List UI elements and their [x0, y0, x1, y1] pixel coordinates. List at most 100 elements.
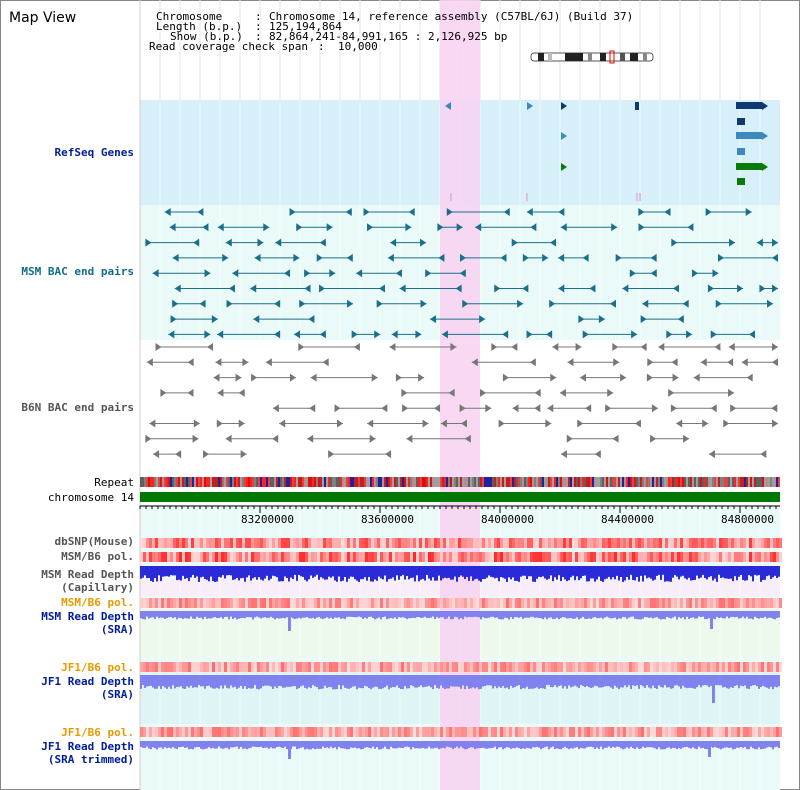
jf1-sra-depth-bar — [734, 675, 736, 687]
track-label-msm-bac[interactable]: MSM BAC end pairs — [21, 265, 134, 278]
jf1-b6-pol-strip-2 — [410, 727, 413, 737]
jf1-b6-pol-strip — [266, 662, 269, 672]
msm-sra-depth-bar — [316, 611, 318, 618]
track-label-dbsnp[interactable]: dbSNP(Mouse) — [54, 535, 134, 548]
track-label-msm-read-depth-sra[interactable]: MSM Read Depth — [41, 610, 134, 623]
track-label-jf1-b6-pol-2[interactable]: JF1/B6 pol. — [61, 726, 134, 739]
jf1-trim-depth-bar — [630, 741, 632, 747]
msm-b6-pol-strip-2 — [302, 598, 305, 608]
jf1-trim-depth-bar — [148, 741, 150, 749]
msm-bac-pair-end — [715, 299, 722, 308]
msm-bac-pair-end — [772, 284, 778, 293]
jf1-sra-depth-bar — [742, 675, 744, 687]
dbsnp-strip — [758, 538, 761, 548]
dbsnp-strip — [755, 538, 758, 548]
track-label-b6n-bac[interactable]: B6N BAC end pairs — [21, 401, 134, 414]
track-label-jf1-b6-pol[interactable]: JF1/B6 pol. — [61, 661, 134, 674]
msm-sra-depth-bar — [196, 611, 198, 617]
jf1-trim-depth-bar — [572, 741, 574, 749]
msm-b6-pol-strip — [521, 552, 524, 562]
jf1-b6-pol-strip — [386, 662, 389, 672]
dbsnp-strip — [302, 538, 305, 548]
dbsnp-strip — [458, 538, 461, 548]
msm-sra-depth-bar — [334, 611, 336, 618]
repeat-segment — [234, 477, 236, 487]
msm-cap-depth-bar — [228, 566, 230, 576]
track-label-msm-b6-pol[interactable]: MSM/B6 pol. — [61, 550, 134, 563]
jf1-trim-depth-bar — [508, 741, 510, 748]
msm-cap-depth-bar — [296, 566, 298, 581]
track-label-chromosome[interactable]: chromosome 14 — [47, 491, 134, 504]
jf1-b6-pol-strip — [584, 662, 587, 672]
msm-bac-pair-end — [308, 315, 315, 324]
msm-cap-depth-bar — [266, 566, 268, 576]
msm-sra-depth-bar — [214, 611, 216, 618]
b6n-bac-pair-end — [746, 373, 753, 382]
repeat-segment — [174, 477, 176, 487]
jf1-b6-pol-strip-2 — [329, 727, 332, 737]
b6n-bac-pair-end — [670, 404, 677, 413]
repeat-segment — [166, 477, 168, 487]
jf1-trim-depth-bar — [174, 741, 176, 749]
jf1-trim-depth-bar — [218, 741, 220, 747]
jf1-b6-pol-strip — [476, 662, 479, 672]
msm-bac-pair-end — [169, 223, 176, 232]
jf1-trim-depth-bar — [718, 741, 720, 749]
jf1-trim-depth-bar — [296, 741, 298, 750]
dbsnp-strip — [767, 538, 770, 548]
track-label-refseq[interactable]: RefSeq Genes — [54, 146, 134, 159]
msm-bac-pair-end — [459, 269, 466, 278]
msm-sra-depth-bar — [488, 611, 490, 618]
track-label-msm-b6-pol-2[interactable]: MSM/B6 pol. — [61, 596, 134, 609]
repeat-segment — [202, 477, 204, 487]
msm-cap-depth-bar — [486, 566, 488, 578]
repeat-segment — [218, 477, 220, 487]
b6n-bac-pair-end — [491, 343, 498, 351]
repeat-segment — [682, 477, 684, 487]
jf1-b6-pol-strip-2 — [407, 727, 410, 737]
track-label-jf1-read-depth-sra[interactable]: JF1 Read Depth — [41, 675, 134, 688]
msm-cap-depth-bar — [636, 566, 638, 578]
dbsnp-strip — [227, 538, 230, 548]
msm-b6-pol-strip — [176, 552, 179, 562]
msm-cap-depth-bar — [612, 566, 614, 578]
jf1-trim-depth-bar — [672, 741, 674, 748]
msm-cap-depth-bar — [218, 566, 220, 577]
msm-sra-depth-bar — [762, 611, 764, 619]
dbsnp-strip — [206, 538, 209, 548]
msm-bac-pair-end — [254, 253, 261, 262]
jf1-b6-pol-strip-2 — [488, 727, 491, 737]
jf1-sra-depth-bar — [632, 675, 634, 686]
track-label-jf1-read-depth-trim[interactable]: JF1 Read Depth — [41, 740, 134, 753]
jf1-b6-pol-strip-2 — [200, 727, 203, 737]
msm-bac-pair-end — [363, 208, 370, 216]
jf1-trim-depth-bar — [142, 741, 144, 748]
msm-cap-depth-bar — [326, 566, 328, 580]
repeat-segment — [216, 477, 218, 487]
msm-sra-depth-bar — [550, 611, 552, 618]
jf1-trim-depth-bar — [760, 741, 762, 750]
msm-sra-depth-bar — [688, 611, 690, 619]
jf1-trim-depth-bar — [352, 741, 354, 748]
dbsnp-strip — [425, 538, 428, 548]
msm-cap-depth-bar — [678, 566, 680, 580]
track-label-repeat[interactable]: Repeat — [94, 476, 134, 489]
jf1-trim-depth-bar — [208, 741, 210, 748]
msm-b6-pol-strip — [548, 552, 551, 562]
msm-cap-depth-bar — [264, 566, 266, 579]
msm-b6-pol-strip — [731, 552, 734, 562]
jf1-sra-depth-bar — [498, 675, 500, 687]
ideogram-band — [588, 53, 592, 61]
track-label-msm-read-depth-cap[interactable]: MSM Read Depth — [41, 568, 134, 581]
msm-cap-depth-bar — [450, 566, 452, 580]
jf1-sra-depth-bar — [268, 675, 270, 686]
jf1-trim-depth-bar — [742, 741, 744, 748]
jf1-sra-depth-bar — [634, 675, 636, 687]
msm-bac-pair-end — [174, 284, 181, 293]
msm-b6-pol-strip-2 — [737, 598, 740, 608]
jf1-sra-depth-bar — [362, 675, 364, 689]
jf1-b6-pol-strip — [749, 662, 752, 672]
msm-b6-pol-strip — [236, 552, 239, 562]
msm-sra-depth-bar — [238, 611, 240, 619]
